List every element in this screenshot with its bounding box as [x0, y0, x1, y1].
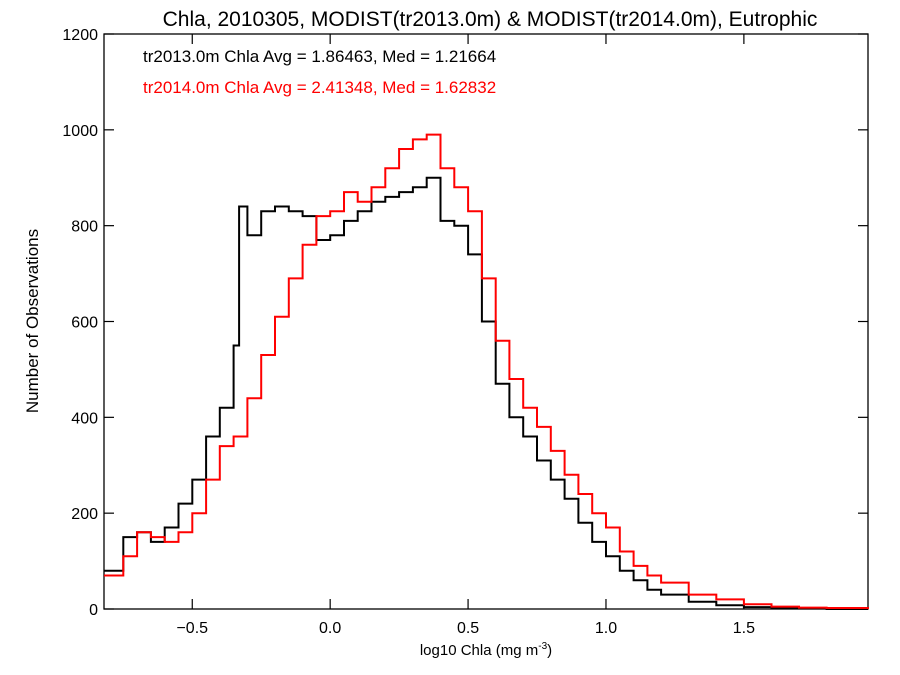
- annotation-series-2: tr2014.0m Chla Avg = 2.41348, Med = 1.62…: [143, 78, 496, 97]
- y-axis: 0 200 400 600 800 1000 1200: [62, 27, 868, 619]
- y-tick-label: 1000: [62, 123, 98, 140]
- y-tick-label: 400: [71, 410, 98, 427]
- x-axis-label-superscript: -3: [538, 641, 547, 652]
- x-axis-label-main: log10 Chla (mg m: [420, 642, 538, 659]
- y-tick-label: 1200: [62, 27, 98, 44]
- annotation-series-1: tr2013.0m Chla Avg = 1.86463, Med = 1.21…: [143, 47, 496, 66]
- y-tick-label: 800: [71, 219, 98, 236]
- x-tick-label: 0.0: [319, 620, 341, 637]
- x-axis-label: log10 Chla (mg m-3): [420, 641, 552, 659]
- x-axis-label-end: ): [547, 642, 552, 659]
- series-line-2: [104, 133, 869, 609]
- y-tick-label: 600: [71, 315, 98, 332]
- y-axis-label: Number of Observations: [23, 229, 42, 413]
- x-tick-label: 0.5: [457, 620, 479, 637]
- chart-title: Chla, 2010305, MODIST(tr2013.0m) & MODIS…: [163, 8, 818, 31]
- x-tick-label: 1.0: [595, 620, 617, 637]
- y-tick-label: 200: [71, 506, 98, 523]
- x-axis: −0.5 0.0 0.5 1.0 1.5: [176, 34, 755, 637]
- y-tick-label: 0: [89, 602, 98, 619]
- x-tick-label: 1.5: [733, 620, 755, 637]
- x-tick-label: −0.5: [176, 620, 208, 637]
- series-group: [104, 133, 869, 610]
- series-line-1: [104, 176, 868, 610]
